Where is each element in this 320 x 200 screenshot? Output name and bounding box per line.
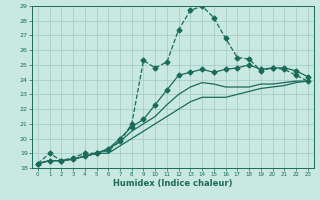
X-axis label: Humidex (Indice chaleur): Humidex (Indice chaleur) — [113, 179, 233, 188]
